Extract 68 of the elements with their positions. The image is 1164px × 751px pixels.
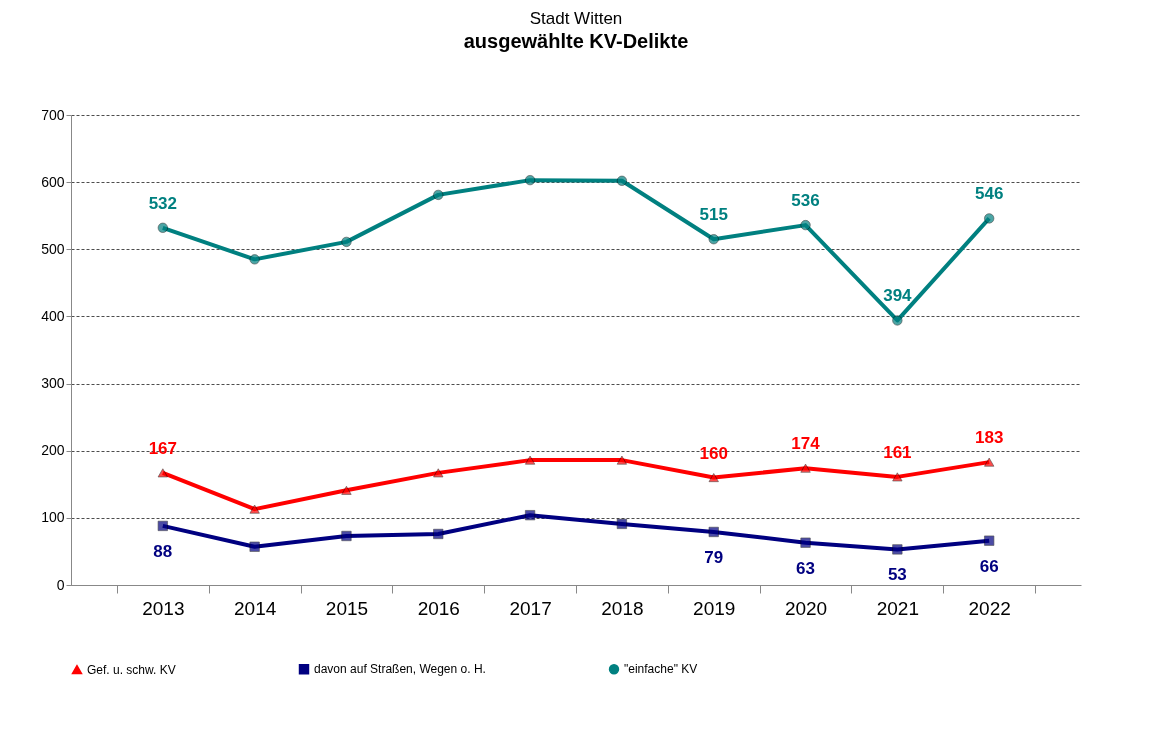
point [157, 520, 168, 531]
data-label: 394 [883, 286, 913, 306]
point [433, 468, 444, 478]
point [341, 530, 352, 542]
data-label: 161 [883, 442, 912, 462]
data-label: 183 [974, 428, 1004, 448]
point [800, 537, 811, 548]
x-tick-label: 2020 [784, 597, 828, 619]
data-label: 53 [887, 565, 907, 585]
point [525, 510, 536, 521]
legend-label: "einfache" KV [624, 662, 698, 677]
data-label: 546 [974, 184, 1004, 204]
x-tick-label: 2013 [142, 597, 185, 619]
point [525, 175, 536, 186]
x-tick-label: 2017 [509, 597, 552, 619]
point [892, 315, 903, 326]
point [341, 236, 352, 247]
point [984, 535, 995, 546]
point [708, 234, 719, 245]
point [984, 457, 995, 467]
point [249, 254, 260, 265]
data-label: 174 [791, 434, 821, 454]
point [892, 472, 903, 482]
chart-title: ausgewählte KV-Delikte [463, 30, 689, 52]
point [249, 541, 260, 552]
legend-label: davon auf Straßen, Wegen o. H. [314, 662, 486, 677]
y-tick-label: 500 [41, 240, 65, 257]
x-tick-label: 2022 [968, 597, 1011, 619]
data-label: 88 [153, 541, 173, 561]
data-label: 79 [704, 547, 724, 567]
legend-label: Gef. u. schw. KV [87, 662, 176, 677]
point [525, 455, 536, 465]
data-label: 515 [699, 205, 728, 225]
y-tick-label: 0 [56, 576, 65, 593]
point [616, 175, 627, 186]
data-label: 63 [796, 558, 816, 578]
point [157, 222, 168, 233]
point [708, 526, 719, 537]
data-label: 160 [699, 443, 728, 463]
x-tick-label: 2015 [325, 597, 369, 619]
y-tick-label: 300 [41, 375, 65, 392]
x-tick-label: 2018 [601, 597, 644, 619]
point [616, 518, 627, 529]
x-tick-label: 2014 [234, 597, 277, 619]
point [984, 213, 995, 224]
chart-subtitle: Stadt Witten [529, 9, 623, 28]
x-tick-label: 2016 [417, 597, 460, 619]
data-label: 536 [791, 191, 820, 211]
y-tick-label: 600 [41, 173, 65, 190]
point [249, 504, 260, 514]
point [341, 485, 352, 495]
point [892, 544, 903, 555]
x-tick-label: 2019 [693, 597, 736, 619]
point [800, 220, 811, 231]
x-tick-label: 2021 [876, 597, 919, 619]
y-tick-label: 200 [41, 442, 65, 459]
point [616, 455, 627, 465]
point [433, 528, 444, 540]
data-label: 167 [148, 438, 178, 458]
data-label: 532 [148, 193, 178, 213]
y-tick-label: 400 [41, 307, 65, 324]
y-tick-label: 100 [41, 509, 65, 526]
point [157, 468, 168, 478]
y-tick-label: 700 [41, 106, 65, 123]
point [708, 473, 719, 482]
point [800, 463, 811, 473]
point [433, 189, 444, 200]
data-label: 66 [979, 556, 999, 576]
